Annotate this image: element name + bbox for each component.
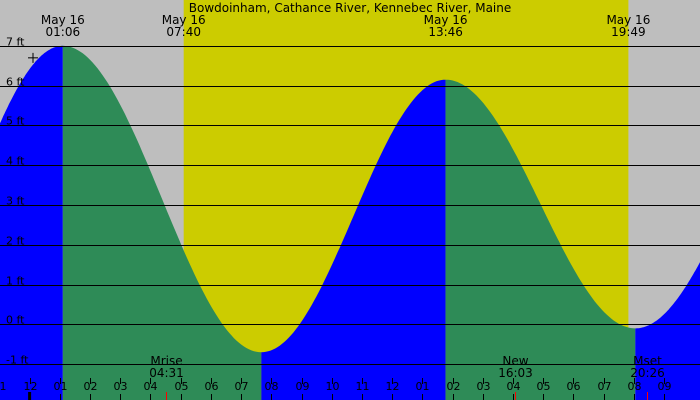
- y-tick-label: 4 ft: [6, 155, 25, 168]
- hour-label: 02: [84, 380, 98, 393]
- event-date: May 16: [606, 13, 650, 27]
- moon-event-label: Mset: [633, 354, 662, 368]
- hour-label: 11: [356, 380, 370, 393]
- moon-event-time: 04:31: [149, 366, 184, 380]
- y-axis-labels: -1 ft 0 ft 1 ft 2 ft 3 ft 4 ft 5 ft 6 ft 7 ft: [6, 36, 29, 367]
- hour-label: 07: [598, 380, 612, 393]
- hour-label: 11: [0, 380, 7, 393]
- hour-label: 04: [144, 380, 158, 393]
- hour-label: 03: [477, 380, 491, 393]
- event-time: 13:46: [428, 25, 463, 39]
- event-date: May 16: [41, 13, 85, 27]
- x-axis-ticks: 11 12 01 02 03 04 05 06 07 08 09 10 11 12 01 02 03 04 05 06…: [0, 378, 672, 400]
- hour-label: 06: [567, 380, 581, 393]
- hour-label: 06: [205, 380, 219, 393]
- rising-tide-segment: [0, 45, 63, 400]
- hour-label: 10: [326, 380, 340, 393]
- hour-label: 04: [507, 380, 521, 393]
- event-date: May 16: [162, 13, 206, 27]
- y-tick-label: 0 ft: [6, 314, 25, 327]
- hour-label: 03: [114, 380, 128, 393]
- height-gridlines: [0, 46, 700, 365]
- midnight-marker: [28, 392, 32, 400]
- hour-label: 08: [265, 380, 279, 393]
- rising-tide-segment: [261, 79, 446, 400]
- hour-label: 12: [24, 380, 38, 393]
- y-tick-label: 5 ft: [6, 115, 25, 128]
- moon-event-time: 20:26: [630, 366, 665, 380]
- moon-event-label: Mrise: [150, 354, 182, 368]
- hour-label: 09: [658, 380, 672, 393]
- y-tick-label: 2 ft: [6, 235, 25, 248]
- hour-label: 05: [537, 380, 551, 393]
- moon-event-label: New: [502, 354, 528, 368]
- event-date: May 16: [424, 13, 468, 27]
- hour-label: 01: [54, 380, 68, 393]
- event-time: 01:06: [46, 25, 81, 39]
- hour-label: 09: [296, 380, 310, 393]
- y-tick-label: 6 ft: [6, 76, 25, 89]
- y-tick-label: 1 ft: [6, 275, 25, 288]
- rising-tide-segment: [635, 262, 700, 400]
- y-tick-label: -1 ft: [6, 354, 29, 367]
- hour-label: 02: [447, 380, 461, 393]
- hour-label: 05: [175, 380, 189, 393]
- falling-tide-segment: [445, 79, 636, 400]
- chart-title: Bowdoinham, Cathance River, Kennebec Riv…: [189, 1, 512, 15]
- hour-label: 01: [416, 380, 430, 393]
- falling-tide-segment: [62, 45, 262, 400]
- event-time: 07:40: [166, 25, 201, 39]
- event-time: 19:49: [611, 25, 646, 39]
- hour-label: 12: [386, 380, 400, 393]
- y-tick-label: 3 ft: [6, 195, 25, 208]
- moon-event-time: 16:03: [498, 366, 533, 380]
- y-tick-label: 7 ft: [6, 36, 25, 49]
- hour-label: 08: [628, 380, 642, 393]
- hour-label: 07: [235, 380, 249, 393]
- tide-area: [0, 45, 700, 400]
